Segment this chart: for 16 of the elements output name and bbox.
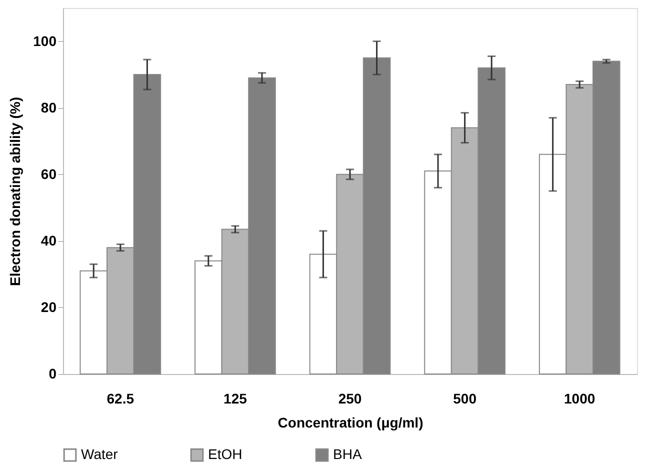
legend-label: BHA — [333, 446, 362, 462]
x-tick-label: 125 — [224, 390, 248, 406]
y-tick-label: 40 — [40, 232, 57, 248]
y-tick-label: 0 — [48, 366, 57, 382]
x-axis-title: Concentration (μg/ml) — [278, 414, 424, 430]
x-tick-label: 1000 — [564, 390, 596, 406]
y-axis-title: Electron donating ability (%) — [7, 96, 24, 286]
legend-label: Water — [81, 446, 118, 462]
y-tick-label: 20 — [40, 298, 57, 315]
legend-label: EtOH — [208, 446, 242, 462]
y-tick-label: 60 — [40, 166, 57, 182]
x-tick-label: 62.5 — [106, 390, 134, 406]
y-tick-label: 80 — [40, 99, 57, 116]
x-tick-label: 500 — [453, 390, 477, 406]
y-tick-label: 100 — [33, 32, 57, 49]
x-tick-label: 250 — [338, 390, 362, 406]
